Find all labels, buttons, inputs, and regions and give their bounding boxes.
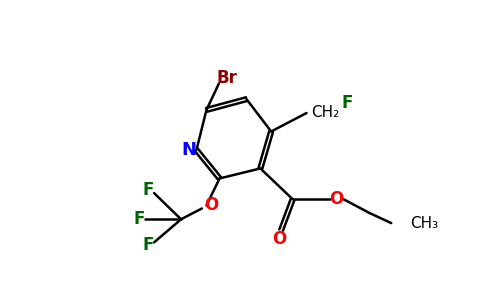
Text: F: F xyxy=(142,236,153,254)
Text: F: F xyxy=(342,94,353,112)
Text: O: O xyxy=(272,230,287,248)
Text: CH₂: CH₂ xyxy=(311,105,339,120)
Text: O: O xyxy=(204,196,218,214)
Text: CH₃: CH₃ xyxy=(410,216,438,231)
Text: Br: Br xyxy=(216,69,237,87)
Text: O: O xyxy=(329,190,343,208)
Text: F: F xyxy=(142,181,153,199)
Text: N: N xyxy=(182,141,196,159)
Text: F: F xyxy=(133,210,144,228)
